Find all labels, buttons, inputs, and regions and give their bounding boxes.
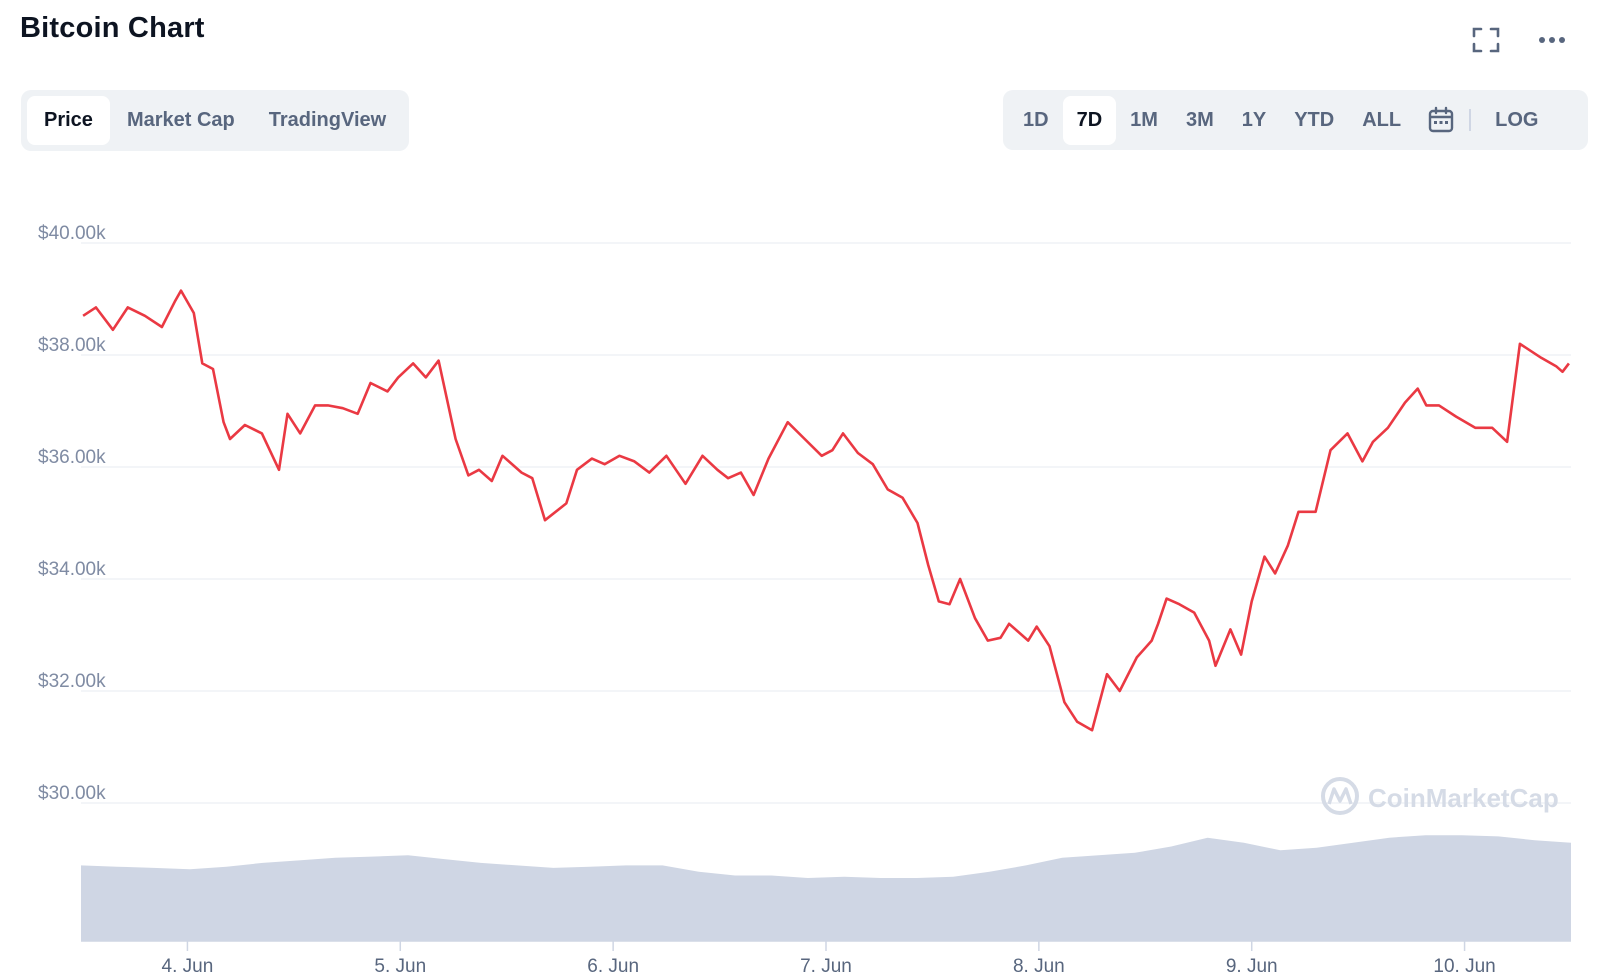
- tab-market-cap[interactable]: Market Cap: [126, 109, 235, 131]
- range-all[interactable]: ALL: [1362, 108, 1402, 131]
- x-tick-label: 5. Jun: [374, 956, 426, 977]
- range-7d[interactable]: 7D: [1062, 95, 1117, 145]
- y-tick-label: $40.00k: [38, 223, 106, 244]
- more-icon[interactable]: [1534, 22, 1570, 58]
- time-range-tabs: 1D 7D 1M 3M 1Y YTD ALL LOG: [1003, 90, 1588, 150]
- y-tick-label: $34.00k: [38, 559, 106, 580]
- calendar-icon[interactable]: [1415, 96, 1467, 145]
- range-3m[interactable]: 3M: [1185, 108, 1214, 131]
- x-tick-label: 9. Jun: [1226, 956, 1278, 977]
- range-1d[interactable]: 1D: [1023, 108, 1049, 131]
- fullscreen-icon[interactable]: [1468, 22, 1504, 58]
- tab-price[interactable]: Price: [27, 96, 110, 145]
- price-line: [82, 289, 1570, 732]
- x-axis: 4. Jun 5. Jun 6. Jun 7. Jun 8. Jun 9. Jun 10. …: [162, 941, 1496, 977]
- chart-view-tabs: Price Market Cap TradingView: [21, 90, 410, 151]
- range-ytd[interactable]: YTD: [1294, 108, 1335, 131]
- x-tick-label: 4. Jun: [162, 956, 214, 977]
- toolbar-divider: [1469, 109, 1472, 131]
- watermark-text: CoinMarketCap: [1368, 783, 1559, 813]
- x-tick-label: 8. Jun: [1013, 956, 1065, 977]
- x-tick-label: 7. Jun: [800, 956, 852, 977]
- y-axis: $30.00k $32.00k $34.00k $36.00k $38.00k $40.0…: [38, 223, 106, 804]
- x-tick-label: 6. Jun: [587, 956, 639, 977]
- header-actions: [1468, 22, 1570, 58]
- range-1m[interactable]: 1M: [1130, 108, 1158, 131]
- log-scale-toggle[interactable]: LOG: [1495, 108, 1539, 131]
- y-tick-label: $30.00k: [38, 783, 106, 804]
- y-tick-label: $32.00k: [38, 671, 106, 692]
- coinmarketcap-logo-icon: [1321, 777, 1359, 815]
- watermark: CoinMarketCap: [1321, 777, 1559, 815]
- x-tick-label: 10. Jun: [1433, 956, 1495, 977]
- volume-area: [81, 835, 1571, 941]
- page-title: Bitcoin Chart: [20, 12, 205, 44]
- tab-tradingview[interactable]: TradingView: [268, 109, 387, 131]
- range-1y[interactable]: 1Y: [1241, 108, 1267, 131]
- y-tick-label: $36.00k: [38, 447, 106, 468]
- grid-lines: [81, 242, 1571, 804]
- y-tick-label: $38.00k: [38, 335, 106, 356]
